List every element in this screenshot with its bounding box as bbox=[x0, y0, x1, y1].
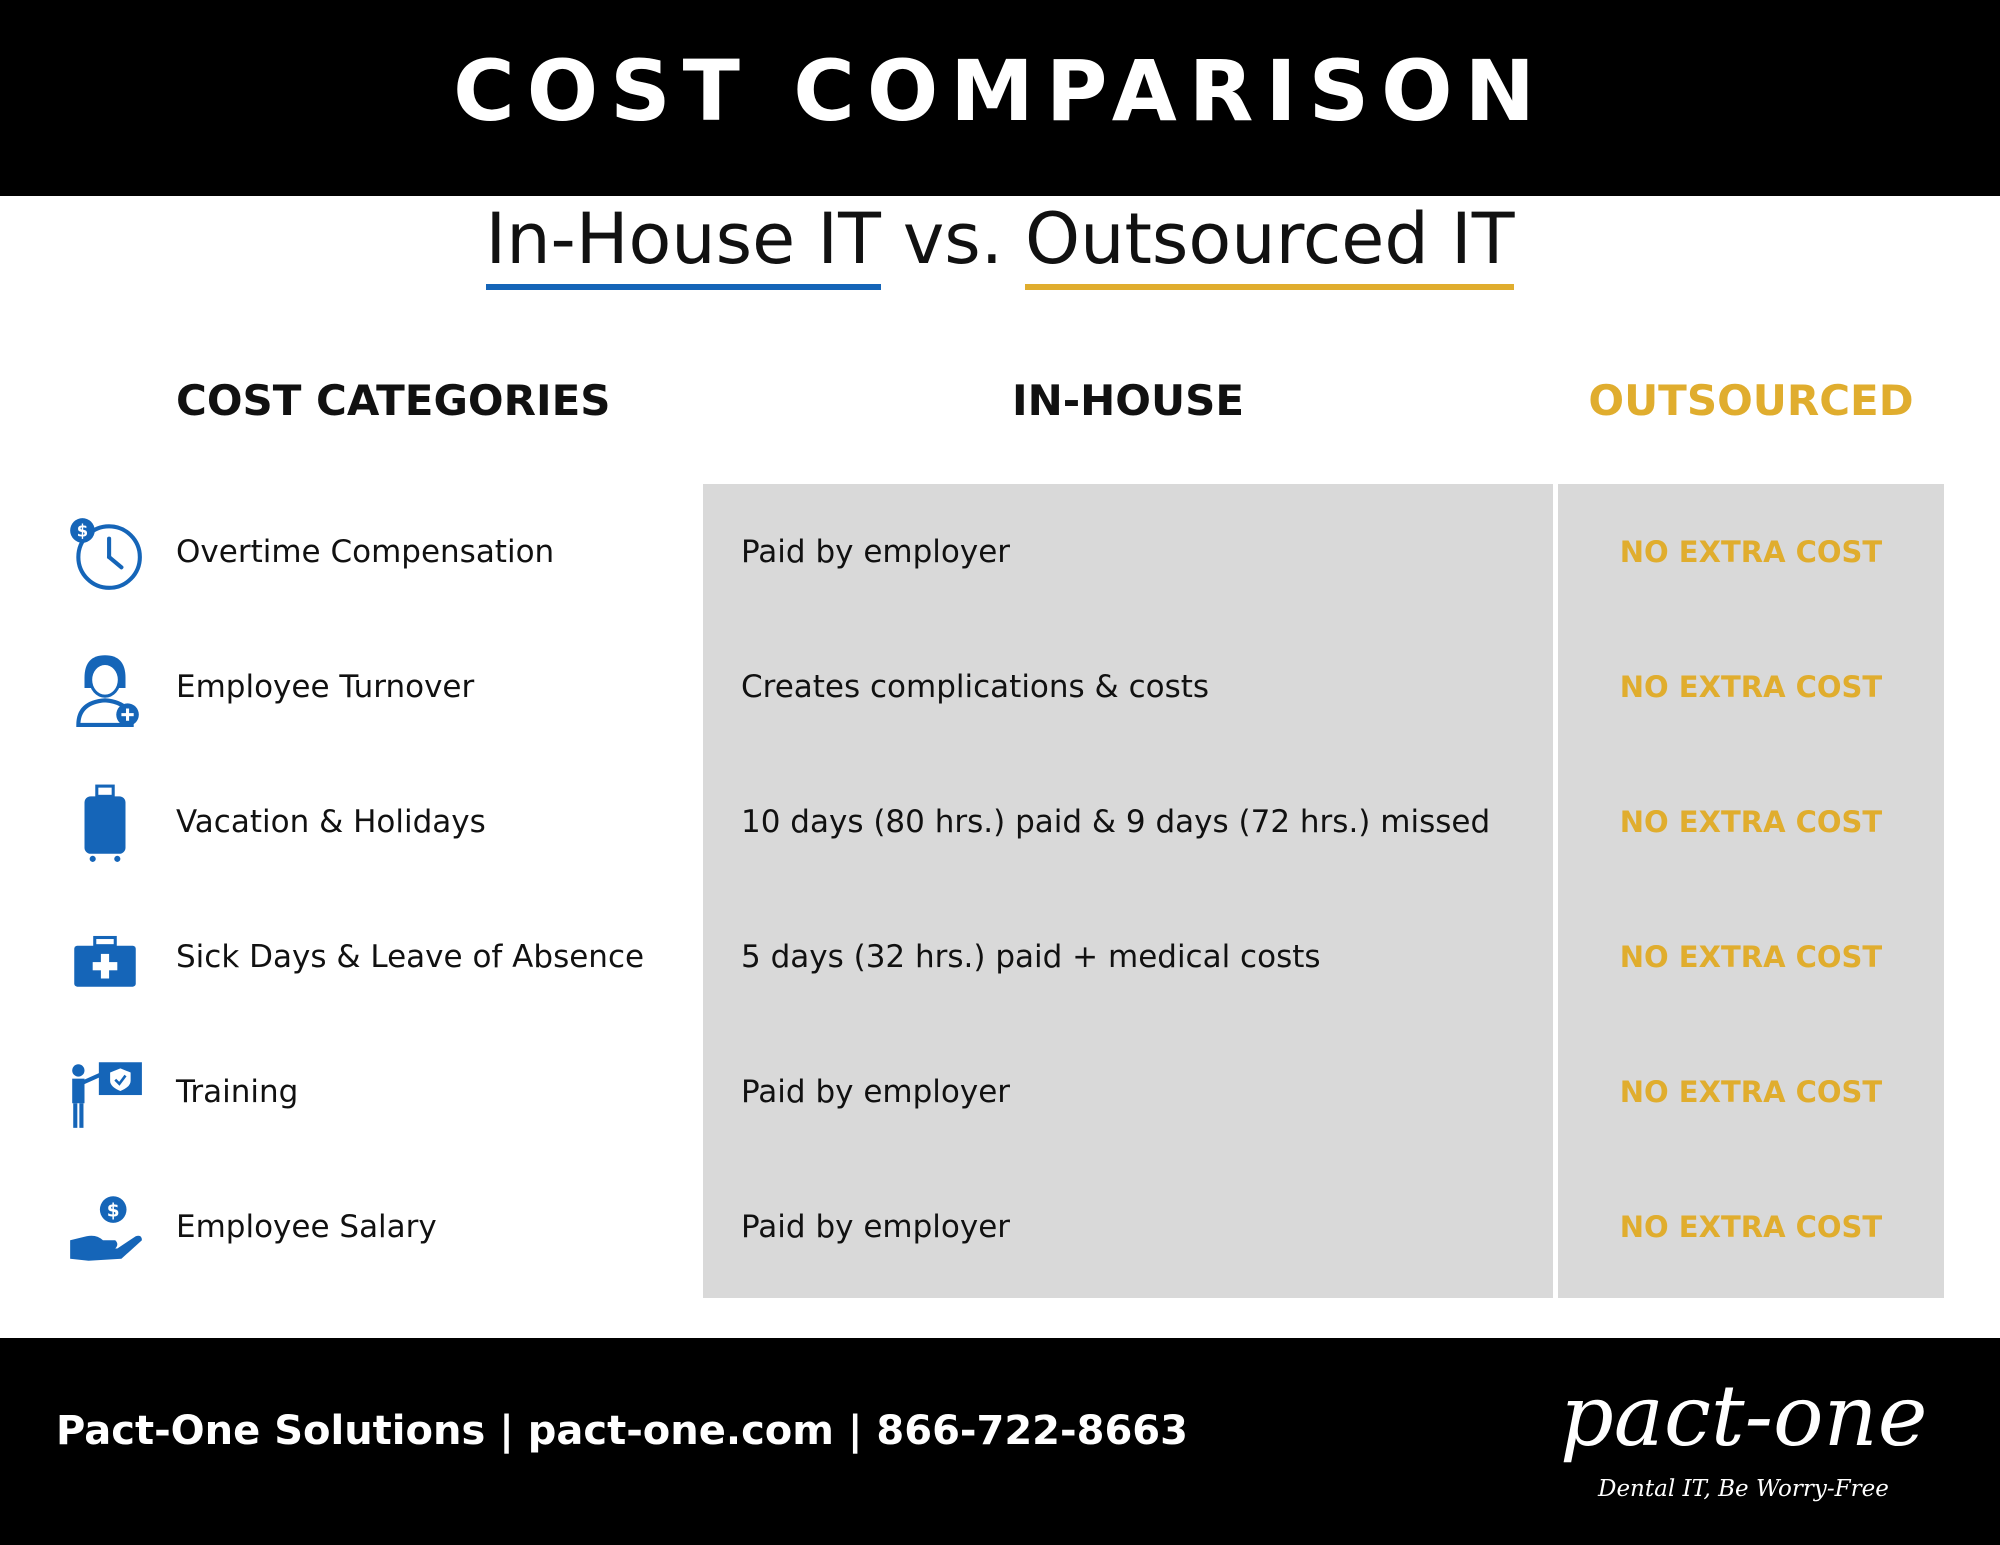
row-category: Training bbox=[176, 1073, 299, 1110]
svg-text:$: $ bbox=[77, 522, 88, 541]
outsourced-panel bbox=[1558, 484, 1944, 1298]
table-row: Employee Turnover Creates complications … bbox=[0, 619, 2000, 754]
hand-dollar-icon: $ bbox=[60, 1183, 150, 1273]
employee-add-icon bbox=[60, 643, 150, 733]
table-row: $ Overtime Compensation Paid by employer… bbox=[0, 484, 2000, 619]
row-outsourced-value: NO EXTRA COST bbox=[1619, 1209, 1883, 1244]
row-in-house-value: Paid by employer bbox=[741, 533, 1011, 570]
row-in-house-value: Paid by employer bbox=[741, 1208, 1011, 1245]
header-bar: COST COMPARISON bbox=[0, 0, 2000, 196]
in-house-panel bbox=[703, 484, 1553, 1298]
table-row: Training Paid by employer NO EXTRA COST bbox=[0, 1024, 2000, 1159]
footer-bar: Pact-One Solutions | pact-one.com | 866-… bbox=[0, 1338, 2000, 1545]
column-header-outsourced: OUTSOURCED bbox=[1588, 376, 1914, 425]
table-row: Vacation & Holidays 10 days (80 hrs.) pa… bbox=[0, 754, 2000, 889]
row-outsourced-value: NO EXTRA COST bbox=[1619, 669, 1883, 704]
row-category: Employee Salary bbox=[176, 1208, 437, 1245]
row-category: Employee Turnover bbox=[176, 668, 475, 705]
row-in-house-value: Creates complications & costs bbox=[741, 668, 1210, 705]
row-outsourced-value: NO EXTRA COST bbox=[1619, 939, 1883, 974]
row-category: Overtime Compensation bbox=[176, 533, 555, 570]
table-row: Sick Days & Leave of Absence 5 days (32 … bbox=[0, 889, 2000, 1024]
medical-kit-icon bbox=[60, 913, 150, 1003]
footer-contact: Pact-One Solutions | pact-one.com | 866-… bbox=[56, 1407, 1188, 1454]
row-in-house-value: 10 days (80 hrs.) paid & 9 days (72 hrs.… bbox=[741, 803, 1491, 840]
svg-text:$: $ bbox=[107, 1201, 120, 1222]
presenter-board-icon bbox=[60, 1048, 150, 1138]
subtitle-outsourced: Outsourced IT bbox=[1025, 196, 1515, 290]
column-header-categories: COST CATEGORIES bbox=[176, 376, 611, 425]
logo-tagline: Dental IT, Be Worry-Free bbox=[1598, 1476, 1889, 1502]
row-outsourced-value: NO EXTRA COST bbox=[1619, 804, 1883, 839]
subtitle-vs: vs. bbox=[902, 198, 1003, 280]
subtitle: In-House IT vs. Outsourced IT bbox=[0, 196, 2000, 306]
company-logo: pact-one Dental IT, Be Worry-Free bbox=[1560, 1356, 1940, 1516]
row-in-house-value: Paid by employer bbox=[741, 1073, 1011, 1110]
page-title: COST COMPARISON bbox=[453, 42, 1547, 140]
table-row: $ Employee Salary Paid by employer NO EX… bbox=[0, 1159, 2000, 1294]
row-category: Sick Days & Leave of Absence bbox=[176, 938, 645, 975]
column-header-in-house: IN-HOUSE bbox=[1011, 376, 1245, 425]
row-category: Vacation & Holidays bbox=[176, 803, 486, 840]
suitcase-icon bbox=[60, 778, 150, 868]
row-outsourced-value: NO EXTRA COST bbox=[1619, 1074, 1883, 1109]
logo-wordmark: pact-one bbox=[1560, 1367, 1928, 1465]
row-outsourced-value: NO EXTRA COST bbox=[1619, 534, 1883, 569]
clock-dollar-icon: $ bbox=[60, 508, 150, 598]
row-in-house-value: 5 days (32 hrs.) paid + medical costs bbox=[741, 938, 1321, 975]
subtitle-in-house: In-House IT bbox=[485, 196, 881, 290]
